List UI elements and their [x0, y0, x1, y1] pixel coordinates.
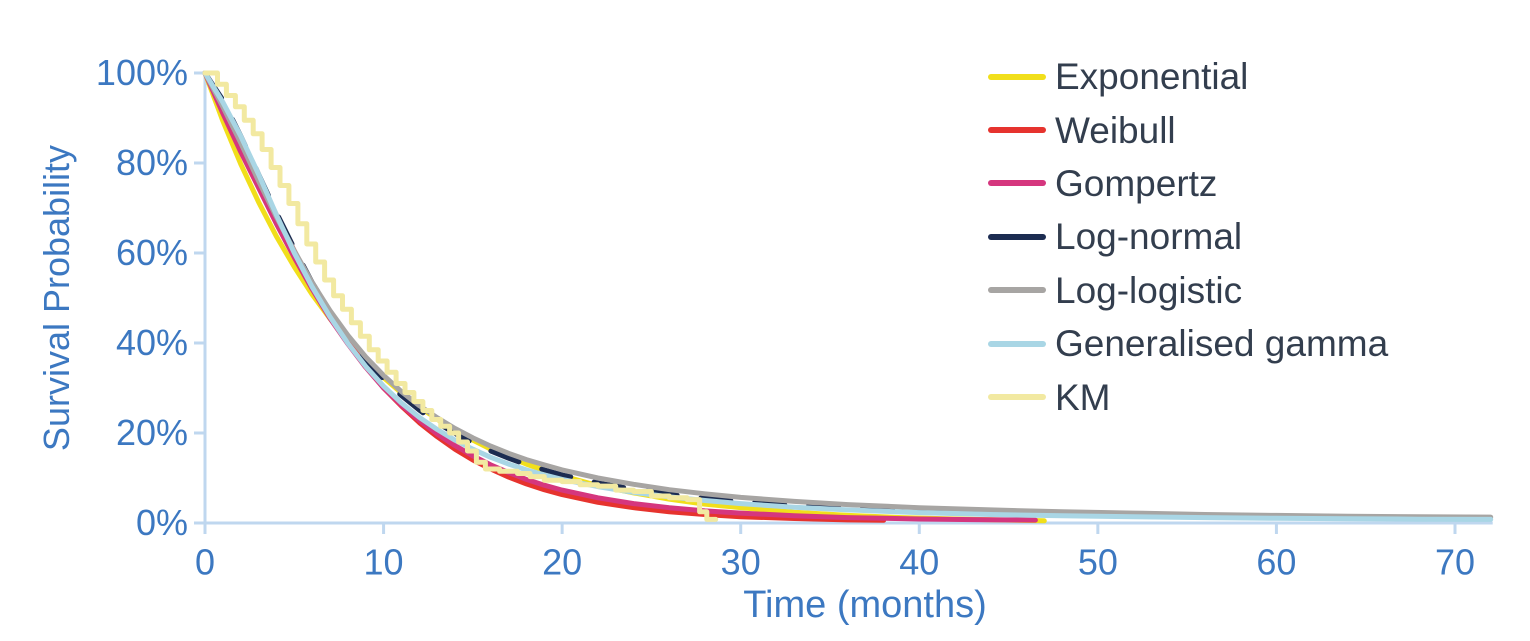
series-line-gompertz — [202, 70, 1038, 523]
legend-label-gompertz: Gompertz — [1055, 162, 1218, 204]
y-tick-label-80: 80% — [116, 142, 188, 183]
y-tick-label-60: 60% — [116, 232, 188, 273]
legend-label-generalised-gamma: Generalised gamma — [1055, 323, 1389, 365]
legend-item-km: KM — [988, 370, 1388, 423]
legend-label-log-normal: Log-normal — [1055, 216, 1243, 258]
x-tick-label-60: 60 — [1256, 541, 1296, 582]
legend-swatch-weibull — [988, 127, 1046, 134]
x-tick-label-70: 70 — [1435, 541, 1475, 582]
y-axis-title: Survival Probability — [36, 144, 77, 452]
legend-label-exponential: Exponential — [1055, 56, 1249, 98]
x-axis-title: Time (months) — [743, 584, 987, 626]
legend-swatch-km — [988, 394, 1046, 401]
legend-label-weibull: Weibull — [1055, 109, 1176, 151]
legend-swatch-gompertz — [988, 180, 1046, 187]
y-tick-label-40: 40% — [116, 322, 188, 363]
legend-swatch-exponential — [988, 73, 1046, 80]
y-tick-label-0: 0% — [136, 502, 188, 543]
legend-swatch-log-logistic — [988, 287, 1046, 294]
legend-swatch-log-normal — [988, 233, 1046, 240]
legend-label-km: KM — [1055, 376, 1111, 418]
legend-item-exponential: Exponential — [988, 50, 1388, 103]
series-line-weibull — [202, 70, 887, 523]
legend-item-gompertz: Gompertz — [988, 157, 1388, 210]
legend-swatch-generalised-gamma — [988, 340, 1046, 347]
series-line-km — [202, 70, 719, 522]
legend-item-generalised-gamma: Generalised gamma — [988, 317, 1388, 370]
legend-item-log-normal: Log-normal — [988, 210, 1388, 263]
series-line-exponential — [202, 70, 1047, 524]
x-tick-label-20: 20 — [542, 541, 582, 582]
y-tick-label-100: 100% — [96, 52, 188, 93]
legend: Exponential Weibull Gompertz Log-normal Log-… — [988, 50, 1388, 424]
x-tick-label-10: 10 — [364, 541, 404, 582]
legend-item-log-logistic: Log-logistic — [988, 264, 1388, 317]
series-line-generalised-gamma — [202, 70, 1494, 522]
legend-item-weibull: Weibull — [988, 103, 1388, 156]
x-tick-label-0: 0 — [195, 541, 215, 582]
legend-label-log-logistic: Log-logistic — [1055, 269, 1243, 311]
x-tick-label-50: 50 — [1078, 541, 1118, 582]
x-tick-label-30: 30 — [721, 541, 761, 582]
y-tick-label-20: 20% — [116, 412, 188, 453]
series-line-log-normal — [202, 70, 1047, 516]
x-tick-label-40: 40 — [899, 541, 939, 582]
